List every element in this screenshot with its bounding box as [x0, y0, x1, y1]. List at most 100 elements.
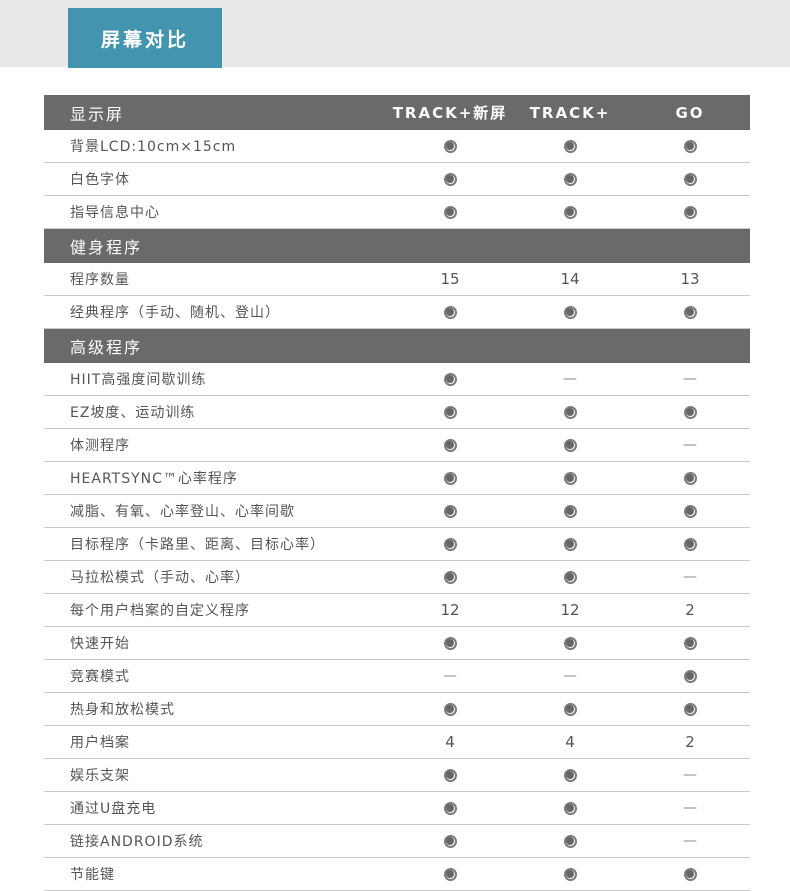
feature-included-radio-icon — [683, 702, 697, 716]
radio-dot-inner — [686, 672, 694, 680]
feature-cell — [390, 570, 510, 584]
row-label: 背景LCD:10cm×15cm — [70, 139, 237, 155]
feature-included-radio-icon — [443, 768, 457, 782]
feature-cell — [390, 139, 510, 153]
feature-cell — [510, 438, 630, 452]
page-title-box: 屏幕对比 — [68, 8, 222, 68]
table-row: 体测程序 — — [44, 429, 750, 462]
feature-included-radio-icon — [563, 205, 577, 219]
feature-cell — [390, 438, 510, 452]
table-row: 指导信息中心 — [44, 196, 750, 229]
row-label: 减脂、有氧、心率登山、心率间歇 — [70, 504, 295, 520]
feature-cell: 4 — [390, 733, 510, 751]
feature-value: 4 — [565, 733, 575, 751]
row-label: 节能键 — [70, 867, 115, 883]
radio-dot-inner — [446, 208, 454, 216]
table-row: 白色字体 — [44, 163, 750, 196]
feature-included-radio-icon — [443, 504, 457, 518]
feature-not-available-dash: — — [683, 437, 697, 453]
feature-included-radio-icon — [563, 537, 577, 551]
feature-included-radio-icon — [683, 205, 697, 219]
feature-cell — [390, 537, 510, 551]
feature-cell — [390, 636, 510, 650]
feature-cell — [390, 768, 510, 782]
feature-not-available-dash: — — [563, 668, 577, 684]
column-header-track-plus-new: TRACK+新屏 — [392, 104, 508, 122]
feature-included-radio-icon — [443, 537, 457, 551]
radio-dot-inner — [446, 870, 454, 878]
feature-cell — [510, 305, 630, 319]
radio-dot-inner — [566, 870, 574, 878]
table-row: 通过U盘充电 — — [44, 792, 750, 825]
radio-dot-inner — [566, 441, 574, 449]
radio-dot-inner — [446, 573, 454, 581]
feature-included-radio-icon — [563, 636, 577, 650]
table-row: 背景LCD:10cm×15cm — [44, 130, 750, 163]
feature-cell — [630, 305, 750, 319]
radio-dot-inner — [566, 408, 574, 416]
feature-cell — [630, 669, 750, 683]
table-header-row: 显示屏 TRACK+新屏 TRACK+ GO — [44, 95, 750, 130]
row-label: 指导信息中心 — [70, 205, 160, 221]
feature-included-radio-icon — [683, 669, 697, 683]
feature-cell: — — [630, 569, 750, 585]
radio-dot-inner — [566, 771, 574, 779]
feature-included-radio-icon — [563, 172, 577, 186]
radio-dot-inner — [566, 474, 574, 482]
feature-included-radio-icon — [683, 305, 697, 319]
row-label: 娱乐支架 — [70, 768, 130, 784]
table-row: 每个用户档案的自定义程序 12 12 2 — [44, 594, 750, 627]
feature-cell — [630, 205, 750, 219]
feature-included-radio-icon — [563, 801, 577, 815]
feature-cell — [510, 405, 630, 419]
feature-cell — [510, 570, 630, 584]
feature-included-radio-icon — [443, 172, 457, 186]
feature-cell: — — [510, 371, 630, 387]
feature-not-available-dash: — — [683, 569, 697, 585]
table-row: 快速开始 — [44, 627, 750, 660]
table-row: 竞赛模式 — — — [44, 660, 750, 693]
table-row: 用户档案 4 4 2 — [44, 726, 750, 759]
feature-cell — [510, 768, 630, 782]
feature-not-available-dash: — — [683, 371, 697, 387]
feature-value: 2 — [685, 601, 695, 619]
feature-included-radio-icon — [683, 471, 697, 485]
feature-cell: — — [630, 800, 750, 816]
feature-included-radio-icon — [683, 537, 697, 551]
row-label: 经典程序（手动、随机、登山） — [70, 305, 280, 321]
table-row: 马拉松模式（手动、心率） — — [44, 561, 750, 594]
feature-included-radio-icon — [443, 405, 457, 419]
table-row: HIIT高强度间歇训练 — — — [44, 363, 750, 396]
feature-included-radio-icon — [443, 834, 457, 848]
section-bar-label: 健身程序 — [70, 238, 143, 257]
feature-included-radio-icon — [443, 471, 457, 485]
feature-included-radio-icon — [683, 504, 697, 518]
feature-cell — [630, 636, 750, 650]
feature-cell — [390, 305, 510, 319]
radio-dot-inner — [686, 175, 694, 183]
section-bar: 高级程序 — [44, 329, 750, 363]
feature-cell — [510, 471, 630, 485]
feature-cell — [630, 471, 750, 485]
radio-dot-inner — [686, 408, 694, 416]
radio-dot-inner — [686, 474, 694, 482]
table-row: 热身和放松模式 — [44, 693, 750, 726]
feature-included-radio-icon — [683, 636, 697, 650]
feature-included-radio-icon — [443, 438, 457, 452]
feature-cell — [390, 205, 510, 219]
radio-dot-inner — [446, 837, 454, 845]
feature-value: 2 — [685, 733, 695, 751]
column-header-track-plus: TRACK+ — [529, 103, 611, 122]
radio-dot-inner — [566, 142, 574, 150]
radio-dot-inner — [446, 142, 454, 150]
feature-cell: — — [510, 668, 630, 684]
row-label: 热身和放松模式 — [70, 702, 175, 718]
feature-cell — [510, 139, 630, 153]
feature-cell — [390, 801, 510, 815]
feature-cell — [510, 834, 630, 848]
feature-cell: 14 — [510, 270, 630, 288]
feature-cell: 4 — [510, 733, 630, 751]
row-label: HIIT高强度间歇训练 — [70, 372, 207, 388]
feature-value: 12 — [560, 601, 580, 619]
table-row: 减脂、有氧、心率登山、心率间歇 — [44, 495, 750, 528]
